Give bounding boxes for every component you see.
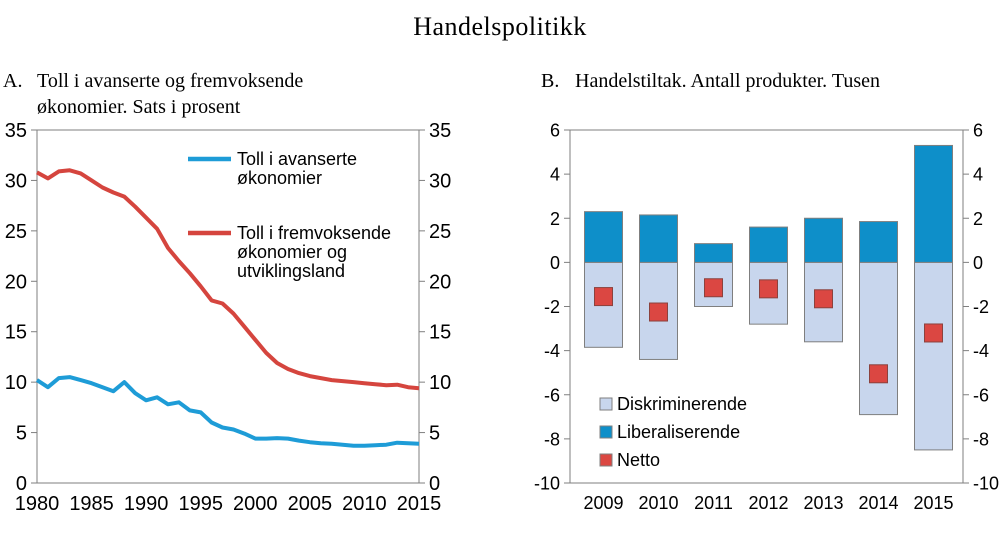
y-axis-label-right: 35 [429, 120, 451, 142]
y-axis-label-left: 5 [16, 423, 27, 445]
y-axis-label-right: 2 [973, 209, 983, 229]
y-axis-label-left: -10 [534, 474, 560, 494]
y-axis-label-left: 35 [5, 120, 27, 142]
y-axis-label-left: 0 [550, 253, 560, 273]
panel-a-line-chart: 0 0 5 5 10 10 15 15 20 20 25 25 30 30 35 35 1980 1985 1990… [5, 120, 452, 515]
bar-liberaliserende-2014 [859, 221, 898, 263]
y-axis-label-left: 15 [5, 322, 27, 344]
y-axis-label-right: 6 [973, 121, 983, 141]
y-axis-label-right: 25 [429, 221, 451, 243]
y-axis-label-left: 30 [5, 170, 27, 192]
y-axis-label-right: 5 [429, 423, 440, 445]
x-axis-label: 2010 [638, 493, 678, 513]
legend-label-fremvoksende-line-2: økonomier og [237, 242, 347, 262]
y-axis-label-left: 0 [16, 473, 27, 495]
x-axis-label: 2014 [858, 493, 898, 513]
bar-liberaliserende-2010 [639, 214, 678, 263]
x-axis-label: 2013 [803, 493, 843, 513]
marker-netto-2014 [869, 364, 888, 384]
bar-liberaliserende-2009 [584, 211, 623, 263]
panel-a-label: A. [3, 70, 23, 92]
panel-b-title-text: Handelstiltak. Antall produkter. Tusen [575, 68, 880, 94]
bar-liberaliserende-2012 [749, 226, 788, 263]
legend-swatch-liberaliserende [599, 425, 613, 439]
panel-b-title: B. Handelstiltak. Antall produkter. Tuse… [541, 68, 981, 94]
y-axis-label-right: 10 [429, 372, 451, 394]
y-axis-label-right: -4 [973, 341, 989, 361]
x-axis-label: 2005 [288, 493, 333, 515]
y-axis-label-right: 4 [973, 165, 983, 185]
marker-netto-2012 [759, 279, 778, 299]
x-axis-label: 2011 [694, 493, 733, 513]
y-axis-label-left: -8 [544, 429, 560, 449]
bar-diskriminerende-2015 [914, 261, 953, 451]
bar-diskriminerende-2014 [859, 261, 898, 416]
panel-b-title-line-1: Handelstiltak. Antall produkter. Tusen [575, 70, 880, 92]
legend-label-fremvoksende-line-3: utviklingsland [237, 261, 345, 281]
y-axis-label-right: 0 [973, 253, 983, 273]
figure-title: Handelspolitikk [413, 12, 587, 41]
y-axis-label-left: 10 [5, 372, 27, 394]
y-axis-label-right: -10 [973, 474, 999, 494]
y-axis-label-right: -2 [973, 297, 989, 317]
x-axis-label: 1985 [69, 493, 114, 515]
panel-a-title-line-2: økonomier. Sats i prosent [37, 96, 241, 118]
panel-b-label: B. [541, 70, 560, 92]
marker-netto-2010 [649, 302, 668, 322]
marker-netto-2009 [594, 287, 613, 307]
y-axis-label-left: -4 [544, 341, 560, 361]
series-line-avanserte [35, 375, 420, 448]
legend-label-avanserte-line-1: Toll i avanserte [237, 149, 357, 169]
legend-label-avanserte-line-2: økonomier [237, 168, 322, 188]
y-axis-label-left: 2 [550, 209, 560, 229]
y-axis-label-right: 0 [429, 473, 440, 495]
bar-liberaliserende-2011 [694, 243, 733, 263]
legend-label-diskriminerende: Diskriminerende [617, 394, 747, 414]
y-axis-label-left: 6 [550, 121, 560, 141]
panel-b-bar-chart: 6 6 4 4 2 2 0 0 -2 -2 -4 -4 -6 -6 -8 -8 -10 -10 2009 2010 20… [534, 121, 999, 514]
bar-diskriminerende-2011 [694, 261, 733, 307]
y-axis-label-left: 4 [550, 165, 560, 185]
x-axis-label: 2015 [913, 493, 953, 513]
legend-swatch-netto [599, 453, 613, 467]
y-axis-label-right: 15 [429, 322, 451, 344]
x-axis-label: 1995 [178, 493, 223, 515]
bar-liberaliserende-2015 [914, 144, 953, 263]
y-axis-label-right: 30 [429, 170, 451, 192]
series-line-fremvoksende [36, 168, 420, 391]
x-axis-label: 1980 [15, 493, 60, 515]
x-axis-label: 2012 [748, 493, 788, 513]
y-axis-label-right: -8 [973, 429, 989, 449]
marker-netto-2013 [814, 289, 833, 309]
x-axis-label: 2000 [233, 493, 278, 515]
x-axis-label: 2015 [397, 493, 442, 515]
panel-a-title-line-1: Toll i avanserte og fremvoksende [37, 70, 304, 92]
legend-label-liberaliserende: Liberaliserende [617, 422, 740, 442]
panel-a-title-text: Toll i avanserte og fremvoksende økonomi… [37, 68, 303, 120]
y-axis-label-left: -2 [544, 297, 560, 317]
x-axis-label: 2010 [342, 493, 387, 515]
y-axis-label-right: 20 [429, 271, 451, 293]
y-axis-label-right: -6 [973, 385, 989, 405]
y-axis-label-left: 25 [5, 221, 27, 243]
legend-label-fremvoksende-line-1: Toll i fremvoksende [237, 223, 391, 243]
marker-netto-2015 [924, 323, 943, 343]
plot-frame [36, 129, 420, 484]
panel-a-title: A. Toll i avanserte og fremvoksende økon… [3, 68, 383, 120]
y-axis-label-left: -6 [544, 385, 560, 405]
legend-label-netto: Netto [617, 450, 660, 470]
x-axis-label: 2009 [583, 493, 623, 513]
y-axis-label-left: 20 [5, 271, 27, 293]
bar-liberaliserende-2013 [804, 217, 843, 263]
marker-netto-2011 [704, 278, 723, 298]
legend-swatch-diskriminerende [599, 397, 613, 411]
x-axis-label: 1990 [124, 493, 169, 515]
